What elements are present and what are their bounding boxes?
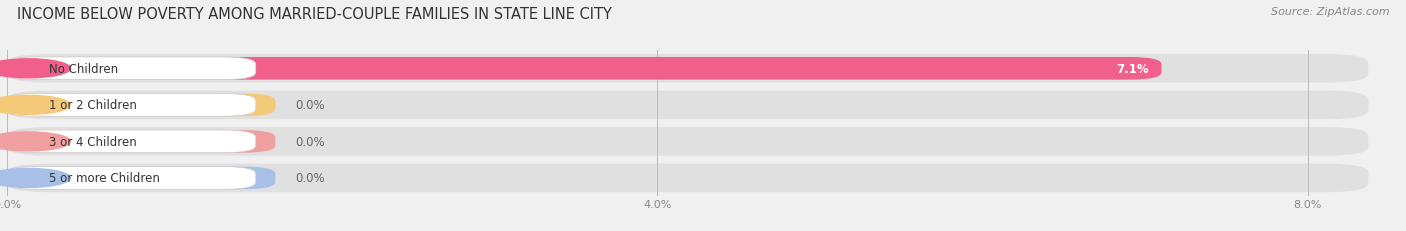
Circle shape bbox=[0, 132, 70, 151]
Text: 0.0%: 0.0% bbox=[295, 172, 325, 185]
Text: 3 or 4 Children: 3 or 4 Children bbox=[49, 135, 136, 148]
Text: 0.0%: 0.0% bbox=[295, 99, 325, 112]
FancyBboxPatch shape bbox=[7, 91, 1368, 120]
FancyBboxPatch shape bbox=[4, 58, 256, 80]
Text: No Children: No Children bbox=[49, 63, 118, 76]
Text: 1 or 2 Children: 1 or 2 Children bbox=[49, 99, 138, 112]
Text: Source: ZipAtlas.com: Source: ZipAtlas.com bbox=[1271, 7, 1389, 17]
Text: 5 or more Children: 5 or more Children bbox=[49, 172, 160, 185]
FancyBboxPatch shape bbox=[4, 167, 256, 189]
FancyBboxPatch shape bbox=[7, 167, 276, 189]
FancyBboxPatch shape bbox=[7, 58, 1161, 80]
FancyBboxPatch shape bbox=[4, 94, 256, 117]
Circle shape bbox=[0, 60, 70, 79]
FancyBboxPatch shape bbox=[7, 128, 1368, 156]
FancyBboxPatch shape bbox=[7, 94, 276, 117]
FancyBboxPatch shape bbox=[7, 55, 1368, 83]
FancyBboxPatch shape bbox=[4, 131, 256, 153]
Circle shape bbox=[0, 96, 70, 115]
FancyBboxPatch shape bbox=[7, 131, 276, 153]
Text: 7.1%: 7.1% bbox=[1116, 63, 1149, 76]
Circle shape bbox=[0, 169, 70, 188]
FancyBboxPatch shape bbox=[7, 164, 1368, 192]
Text: INCOME BELOW POVERTY AMONG MARRIED-COUPLE FAMILIES IN STATE LINE CITY: INCOME BELOW POVERTY AMONG MARRIED-COUPL… bbox=[17, 7, 612, 22]
Text: 0.0%: 0.0% bbox=[295, 135, 325, 148]
